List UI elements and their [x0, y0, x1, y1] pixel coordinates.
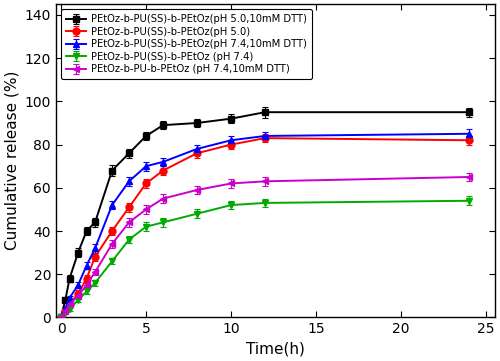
- X-axis label: Time(h): Time(h): [246, 342, 304, 357]
- Y-axis label: Cumulative release (%): Cumulative release (%): [4, 71, 19, 251]
- Legend: PEtOz-b-PU(SS)-b-PEtOz(pH 5.0,10mM DTT), PEtOz-b-PU(SS)-b-PEtOz(pH 5.0), PEtOz-b: PEtOz-b-PU(SS)-b-PEtOz(pH 5.0,10mM DTT),…: [61, 9, 312, 79]
